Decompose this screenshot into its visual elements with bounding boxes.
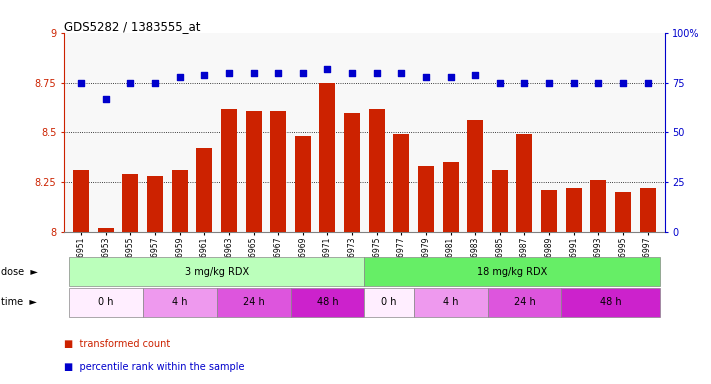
Point (75, 79, 87, 86)
Point (395, 70, 407, 76)
Bar (640, 189, 656, 232)
Text: 4 h: 4 h (172, 297, 188, 308)
Point (198, 71, 210, 78)
Point (494, 79, 506, 86)
Bar (492, 170, 508, 232)
Bar (172, 170, 188, 232)
Text: dose  ►: dose ► (1, 266, 38, 277)
Point (469, 71, 481, 78)
Text: ■  percentile rank within the sample: ■ percentile rank within the sample (64, 362, 245, 372)
Bar (418, 166, 434, 232)
Text: 48 h: 48 h (600, 297, 621, 308)
Point (543, 79, 555, 86)
Text: 4 h: 4 h (443, 297, 459, 308)
Bar (615, 192, 631, 232)
Point (272, 70, 284, 76)
Bar (147, 176, 163, 232)
Point (519, 79, 530, 86)
Bar (122, 174, 139, 232)
Point (592, 79, 604, 86)
Bar (98, 228, 114, 232)
Point (617, 79, 629, 86)
Bar (245, 111, 262, 232)
Bar (73, 170, 89, 232)
Bar (295, 136, 311, 232)
Point (445, 73, 456, 79)
Point (223, 70, 235, 76)
Text: time  ►: time ► (1, 297, 36, 308)
Point (125, 79, 137, 86)
Point (149, 79, 161, 86)
Bar (442, 162, 459, 232)
Text: 48 h: 48 h (316, 297, 338, 308)
Point (174, 73, 186, 79)
Text: 0 h: 0 h (381, 297, 397, 308)
Point (420, 73, 432, 79)
Bar (393, 134, 410, 232)
Bar (221, 109, 237, 232)
Bar (516, 134, 533, 232)
Point (371, 70, 383, 76)
Bar (196, 149, 213, 232)
Point (100, 96, 112, 102)
Bar (566, 189, 582, 232)
Point (568, 79, 579, 86)
Point (297, 70, 309, 76)
Text: 3 mg/kg RDX: 3 mg/kg RDX (185, 266, 249, 277)
Bar (319, 83, 336, 232)
Bar (369, 109, 385, 232)
Bar (590, 180, 606, 232)
Bar (344, 113, 360, 232)
Text: 24 h: 24 h (242, 297, 264, 308)
Point (248, 70, 260, 76)
Bar (270, 111, 287, 232)
Bar (541, 190, 557, 232)
Point (346, 70, 358, 76)
Bar (467, 121, 483, 232)
Text: 18 mg/kg RDX: 18 mg/kg RDX (477, 266, 547, 277)
Text: 0 h: 0 h (98, 297, 114, 308)
Text: ■  transformed count: ■ transformed count (64, 339, 170, 349)
Text: GDS5282 / 1383555_at: GDS5282 / 1383555_at (64, 20, 201, 33)
Text: 24 h: 24 h (513, 297, 535, 308)
Point (322, 66, 333, 72)
Point (642, 79, 653, 86)
